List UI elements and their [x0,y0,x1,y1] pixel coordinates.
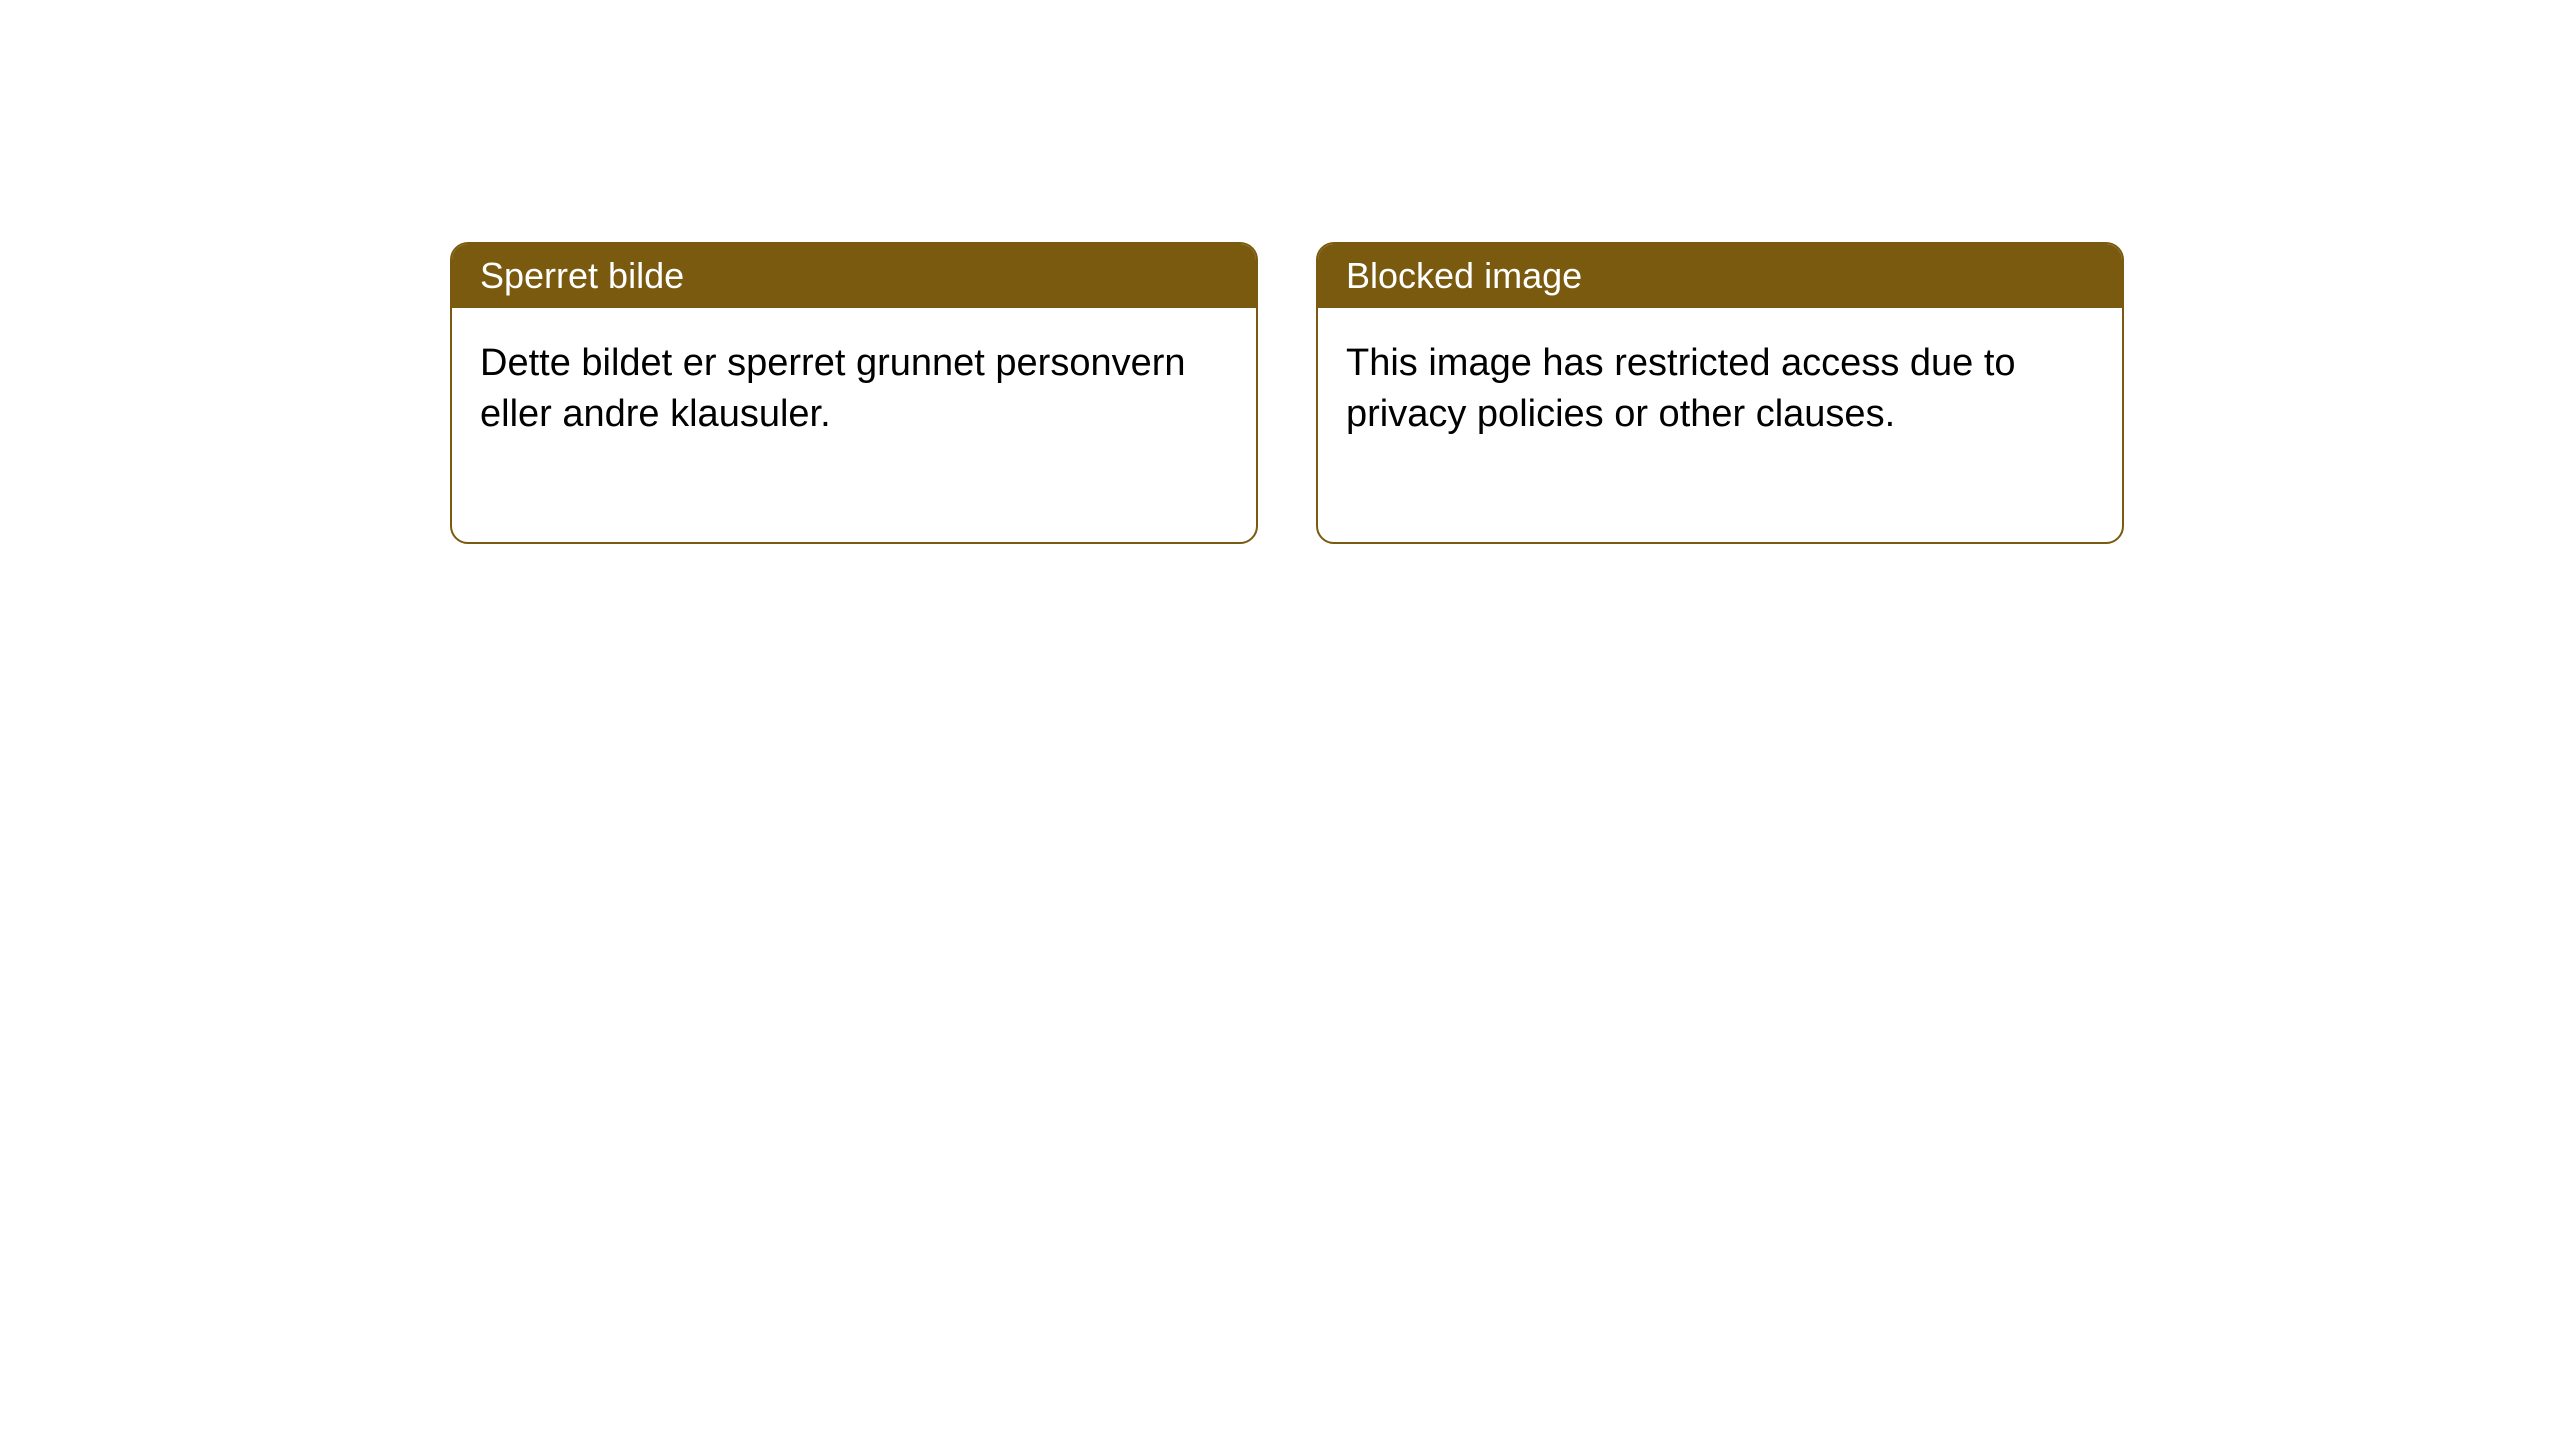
notice-container: Sperret bilde Dette bildet er sperret gr… [450,242,2124,544]
notice-body-en: This image has restricted access due to … [1318,308,2122,542]
notice-card-en: Blocked image This image has restricted … [1316,242,2124,544]
notice-body-no: Dette bildet er sperret grunnet personve… [452,308,1256,542]
notice-header-en: Blocked image [1318,244,2122,308]
notice-header-no: Sperret bilde [452,244,1256,308]
notice-card-no: Sperret bilde Dette bildet er sperret gr… [450,242,1258,544]
